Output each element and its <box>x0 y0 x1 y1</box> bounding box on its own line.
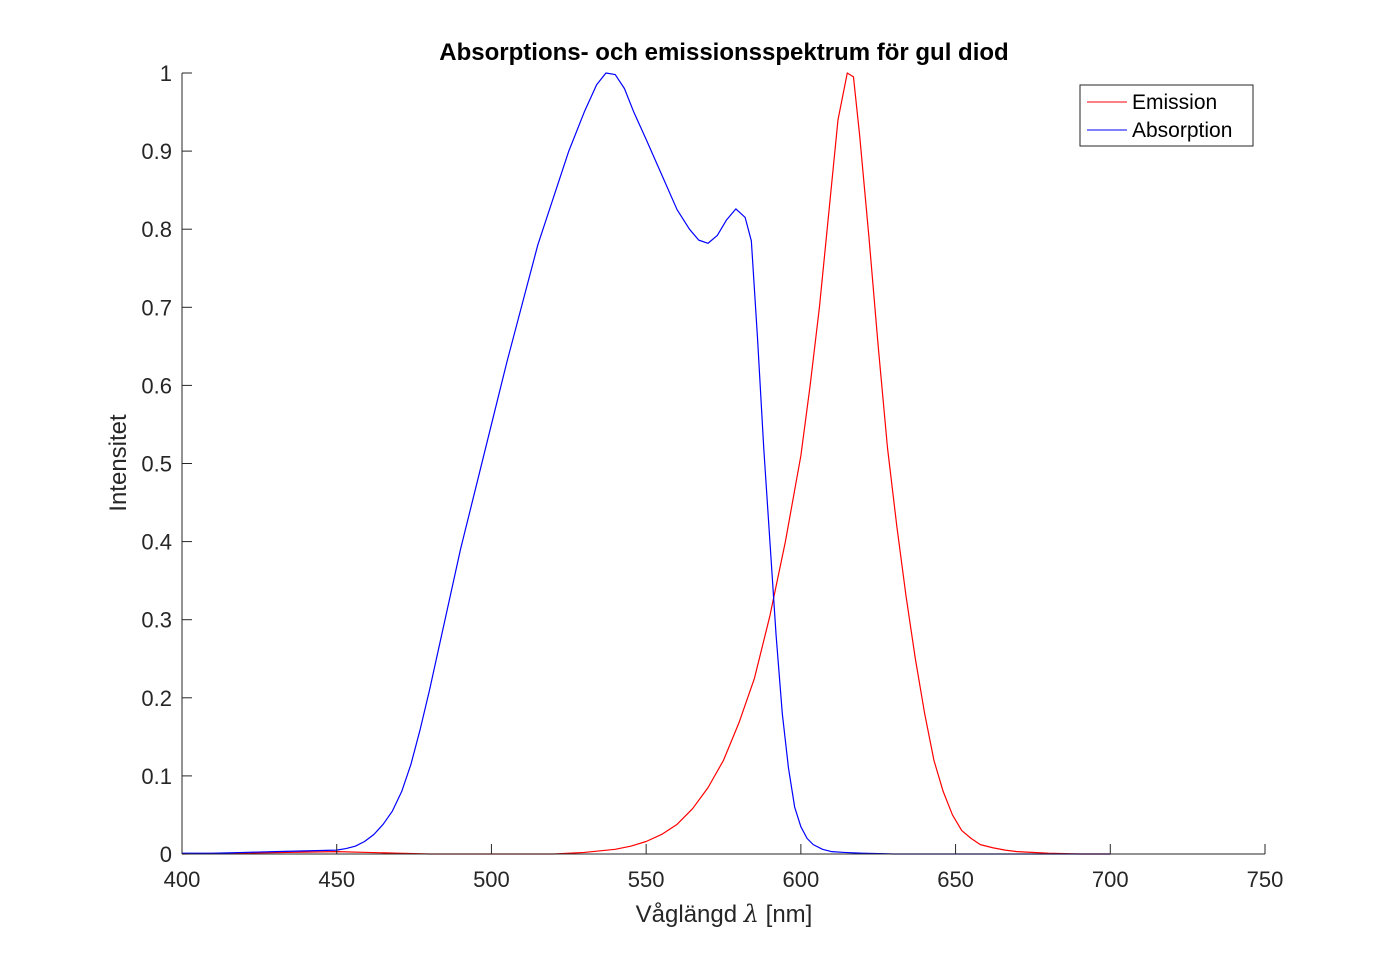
y-ticks: 0 0.1 0.2 0.3 0.4 0.5 0.6 0.7 0.8 0.9 1 <box>141 61 192 867</box>
axes-background <box>182 73 1265 854</box>
legend-box <box>1079 84 1254 147</box>
y-tick-label: 0.4 <box>141 530 172 555</box>
y-tick-label: 0.6 <box>141 373 172 398</box>
x-tick-label: 500 <box>473 867 510 892</box>
y-tick-label: 1 <box>160 61 172 86</box>
series-line-absorption <box>182 72 1111 855</box>
x-axis-label-unit: [nm] <box>766 901 813 928</box>
series-layer <box>181 72 1111 855</box>
x-tick-label: 750 <box>1247 867 1284 892</box>
x-tick-label: 400 <box>164 867 201 892</box>
y-tick-label: 0.7 <box>141 295 172 320</box>
x-ticks: 400 450 500 550 600 650 700 750 <box>164 844 1284 892</box>
x-tick-label: 450 <box>318 867 355 892</box>
y-tick-label: 0 <box>160 842 172 867</box>
y-tick-label: 0.2 <box>141 686 172 711</box>
y-tick-label: 0.3 <box>141 608 172 633</box>
y-tick-label: 0.5 <box>141 452 172 477</box>
x-axis-label: Våglängd λ [nm] <box>636 900 813 928</box>
x-tick-label: 600 <box>782 867 819 892</box>
plot-area: 400 450 500 550 600 650 700 750 0 0.1 0.2 0.3 0.4 0.… <box>141 61 1283 892</box>
legend-label-absorption: Absorption <box>1132 119 1232 142</box>
y-axis-label: Intensitet <box>105 414 132 512</box>
x-tick-label: 550 <box>628 867 665 892</box>
legend-label-emission: Emission <box>1132 91 1217 114</box>
chart-title: Absorptions- och emissionsspektrum för g… <box>439 39 1008 66</box>
x-axis-label-symbol: λ <box>743 900 759 928</box>
x-tick-label: 700 <box>1092 867 1129 892</box>
y-tick-label: 0.8 <box>141 217 172 242</box>
x-tick-label: 650 <box>937 867 974 892</box>
y-tick-label: 0.9 <box>141 139 172 164</box>
x-axis-label-prefix: Våglängd <box>636 901 737 928</box>
y-tick-label: 0.1 <box>141 764 172 789</box>
legend: Emission Absorption <box>1079 84 1254 147</box>
series-line-emission <box>181 72 1111 855</box>
